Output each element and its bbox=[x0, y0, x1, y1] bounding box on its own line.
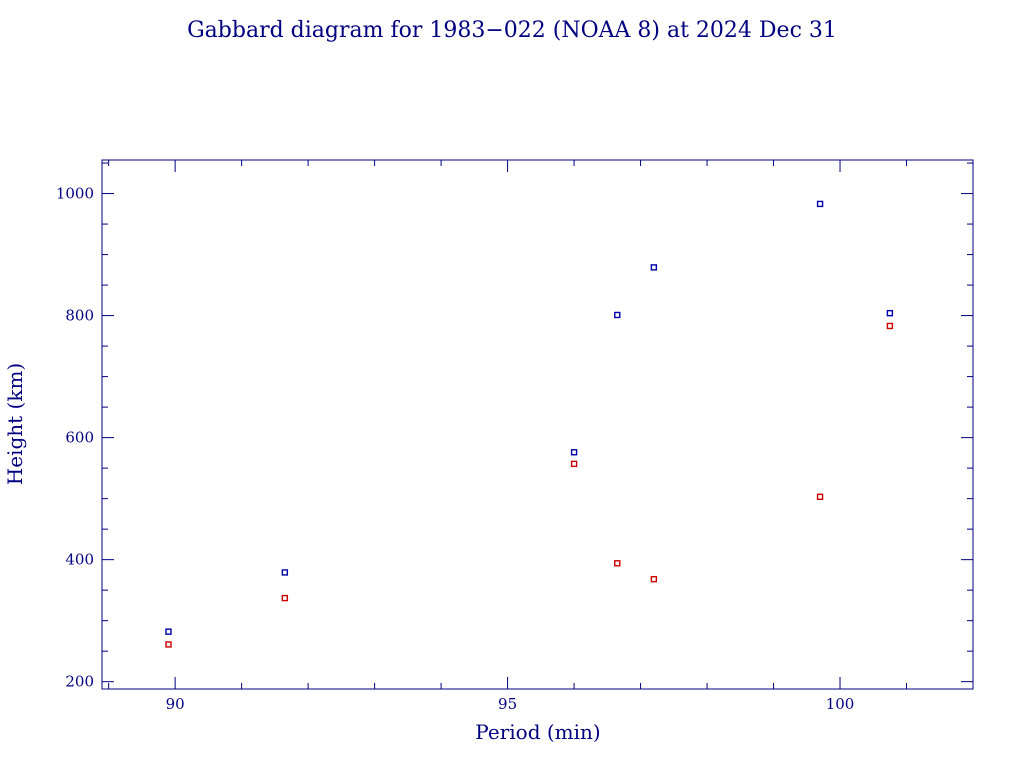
perigee-point bbox=[650, 575, 658, 583]
tick-labels: 90 95 100 200 400 600 800 1000 bbox=[56, 185, 855, 713]
perigee-point bbox=[816, 493, 824, 501]
y-tick-label: 600 bbox=[65, 429, 94, 447]
y-tick-label: 800 bbox=[65, 307, 94, 325]
x-tick-label: 90 bbox=[166, 695, 185, 713]
perigee-point bbox=[165, 641, 172, 648]
apogee-point bbox=[816, 200, 824, 208]
y-axis-label: Height (km) bbox=[3, 363, 27, 485]
x-axis-label: Period (min) bbox=[475, 720, 600, 744]
x-tick-label: 95 bbox=[498, 695, 517, 713]
y-tick-label: 400 bbox=[65, 551, 94, 569]
y-tick-label: 1000 bbox=[56, 185, 94, 203]
x-tick-label: 100 bbox=[826, 695, 855, 713]
axis-ticks bbox=[102, 160, 974, 689]
data-points bbox=[165, 200, 894, 648]
perigee-point bbox=[886, 322, 894, 330]
perigee-point bbox=[614, 560, 621, 567]
perigee-point bbox=[281, 594, 289, 602]
apogee-point bbox=[165, 628, 172, 635]
apogee-point bbox=[570, 449, 578, 456]
plot-frame bbox=[101, 159, 974, 690]
apogee-point bbox=[650, 264, 658, 271]
perigee-point bbox=[570, 460, 578, 468]
apogee-point bbox=[281, 569, 289, 576]
chart-title: Gabbard diagram for 1983−022 (NOAA 8) at… bbox=[187, 18, 837, 43]
y-tick-label: 200 bbox=[65, 673, 94, 691]
apogee-point bbox=[886, 309, 894, 317]
apogee-point bbox=[614, 311, 621, 319]
